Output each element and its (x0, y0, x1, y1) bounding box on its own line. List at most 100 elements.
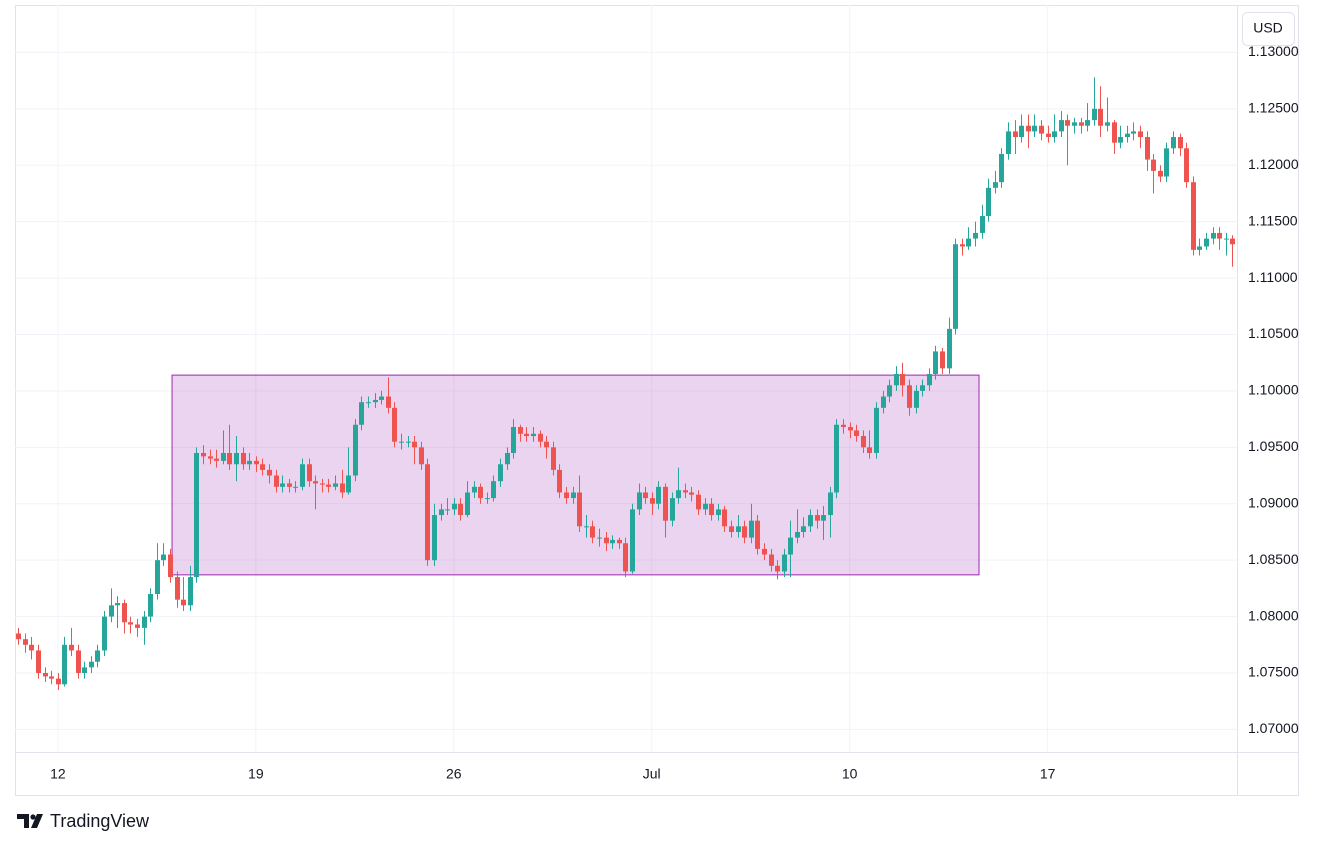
candle-body (194, 452, 199, 578)
candle-body (307, 464, 312, 482)
candle-body (135, 624, 140, 628)
candle-body (485, 498, 490, 500)
y-tick-label: 1.11000 (1248, 269, 1298, 285)
x-tick-label: 19 (248, 766, 264, 782)
x-tick-label: 17 (1040, 766, 1056, 782)
candle-body (1072, 122, 1077, 126)
x-tick-label: 12 (50, 766, 66, 782)
candle-body (491, 481, 496, 499)
candle-body (940, 351, 945, 369)
currency-label[interactable]: USD (1253, 20, 1283, 36)
candle-body (716, 509, 721, 516)
candle-body (445, 509, 450, 511)
candle-body (1059, 120, 1064, 132)
candle-body (518, 427, 523, 434)
candle-body (834, 424, 839, 493)
currency-button[interactable]: USD (1242, 12, 1295, 46)
brand-name[interactable]: TradingView (50, 811, 150, 831)
candle-body (960, 244, 965, 247)
candle-body (1039, 125, 1044, 134)
candle-body (379, 396, 384, 400)
candle-body (386, 396, 391, 408)
candle-body (1131, 131, 1136, 134)
candle-body (49, 676, 54, 679)
candle-body (1158, 170, 1163, 177)
candle-body (1138, 131, 1143, 138)
candle-body (696, 494, 701, 510)
candle-body (511, 427, 516, 453)
candle-body (1046, 133, 1051, 138)
candle-body (247, 460, 252, 465)
candle-body (472, 486, 477, 493)
x-tick-label: 10 (842, 766, 858, 782)
candle-body (340, 483, 345, 493)
candle-body (419, 447, 424, 465)
candle-body (557, 469, 562, 493)
candle-body (1184, 148, 1189, 183)
candle-body (953, 244, 958, 329)
candle-body (1164, 148, 1169, 177)
candle-body (801, 526, 806, 532)
candle-body (966, 238, 971, 247)
candle-body (1026, 125, 1031, 132)
candle-body (56, 678, 61, 685)
candle-body (392, 407, 397, 442)
candle-body (907, 385, 912, 408)
candle-body (670, 498, 675, 521)
candle-body (531, 433, 536, 437)
candle-body (1019, 125, 1024, 138)
candle-body (346, 475, 351, 493)
candle-body (221, 452, 226, 461)
candle-body (861, 436, 866, 448)
candle-body (544, 441, 549, 448)
candle-body (524, 433, 529, 437)
y-tick-label: 1.08500 (1248, 551, 1299, 567)
candle-body (274, 475, 279, 487)
candle-body (353, 424, 358, 476)
candle-body (623, 543, 628, 572)
candle-body (874, 407, 879, 453)
candle-body (709, 503, 714, 516)
candle-body (214, 458, 219, 461)
candle-body (742, 526, 747, 538)
candle-body (201, 452, 206, 457)
candle-body (722, 509, 727, 527)
candle-body (69, 644, 74, 651)
candle-body (1178, 137, 1183, 149)
currency-button-box[interactable] (1242, 12, 1295, 46)
logo-slash (31, 814, 43, 828)
candle-body (973, 232, 978, 239)
candle-body (260, 464, 265, 470)
candle-body (676, 490, 681, 499)
logo-dot (30, 814, 36, 820)
candle-body (821, 515, 826, 521)
candle-body (373, 399, 378, 403)
candle-body (359, 402, 364, 425)
candle-body (597, 537, 602, 539)
x-tick-label: 26 (446, 766, 462, 782)
candle-body (293, 486, 298, 488)
candle-body (584, 526, 589, 528)
candle-body (1085, 120, 1090, 126)
candle-body (102, 616, 107, 651)
candle-body (148, 594, 153, 617)
candle-body (478, 486, 483, 499)
y-tick-label: 1.11500 (1248, 212, 1298, 228)
brand-logo[interactable]: TradingView (17, 811, 150, 831)
range-box (171, 374, 980, 576)
candle-body (590, 526, 595, 538)
candle-body (234, 452, 239, 465)
candle-body (1191, 182, 1196, 250)
candle-body (775, 565, 780, 572)
candle-body (854, 430, 859, 437)
candle-body (795, 531, 800, 538)
y-tick-label: 1.13000 (1248, 43, 1299, 59)
candle-body (828, 492, 833, 516)
candle-body (1118, 137, 1123, 143)
candle-body (128, 622, 133, 625)
candle-body (432, 515, 437, 561)
candle-body (254, 460, 259, 465)
candle-body (980, 216, 985, 233)
